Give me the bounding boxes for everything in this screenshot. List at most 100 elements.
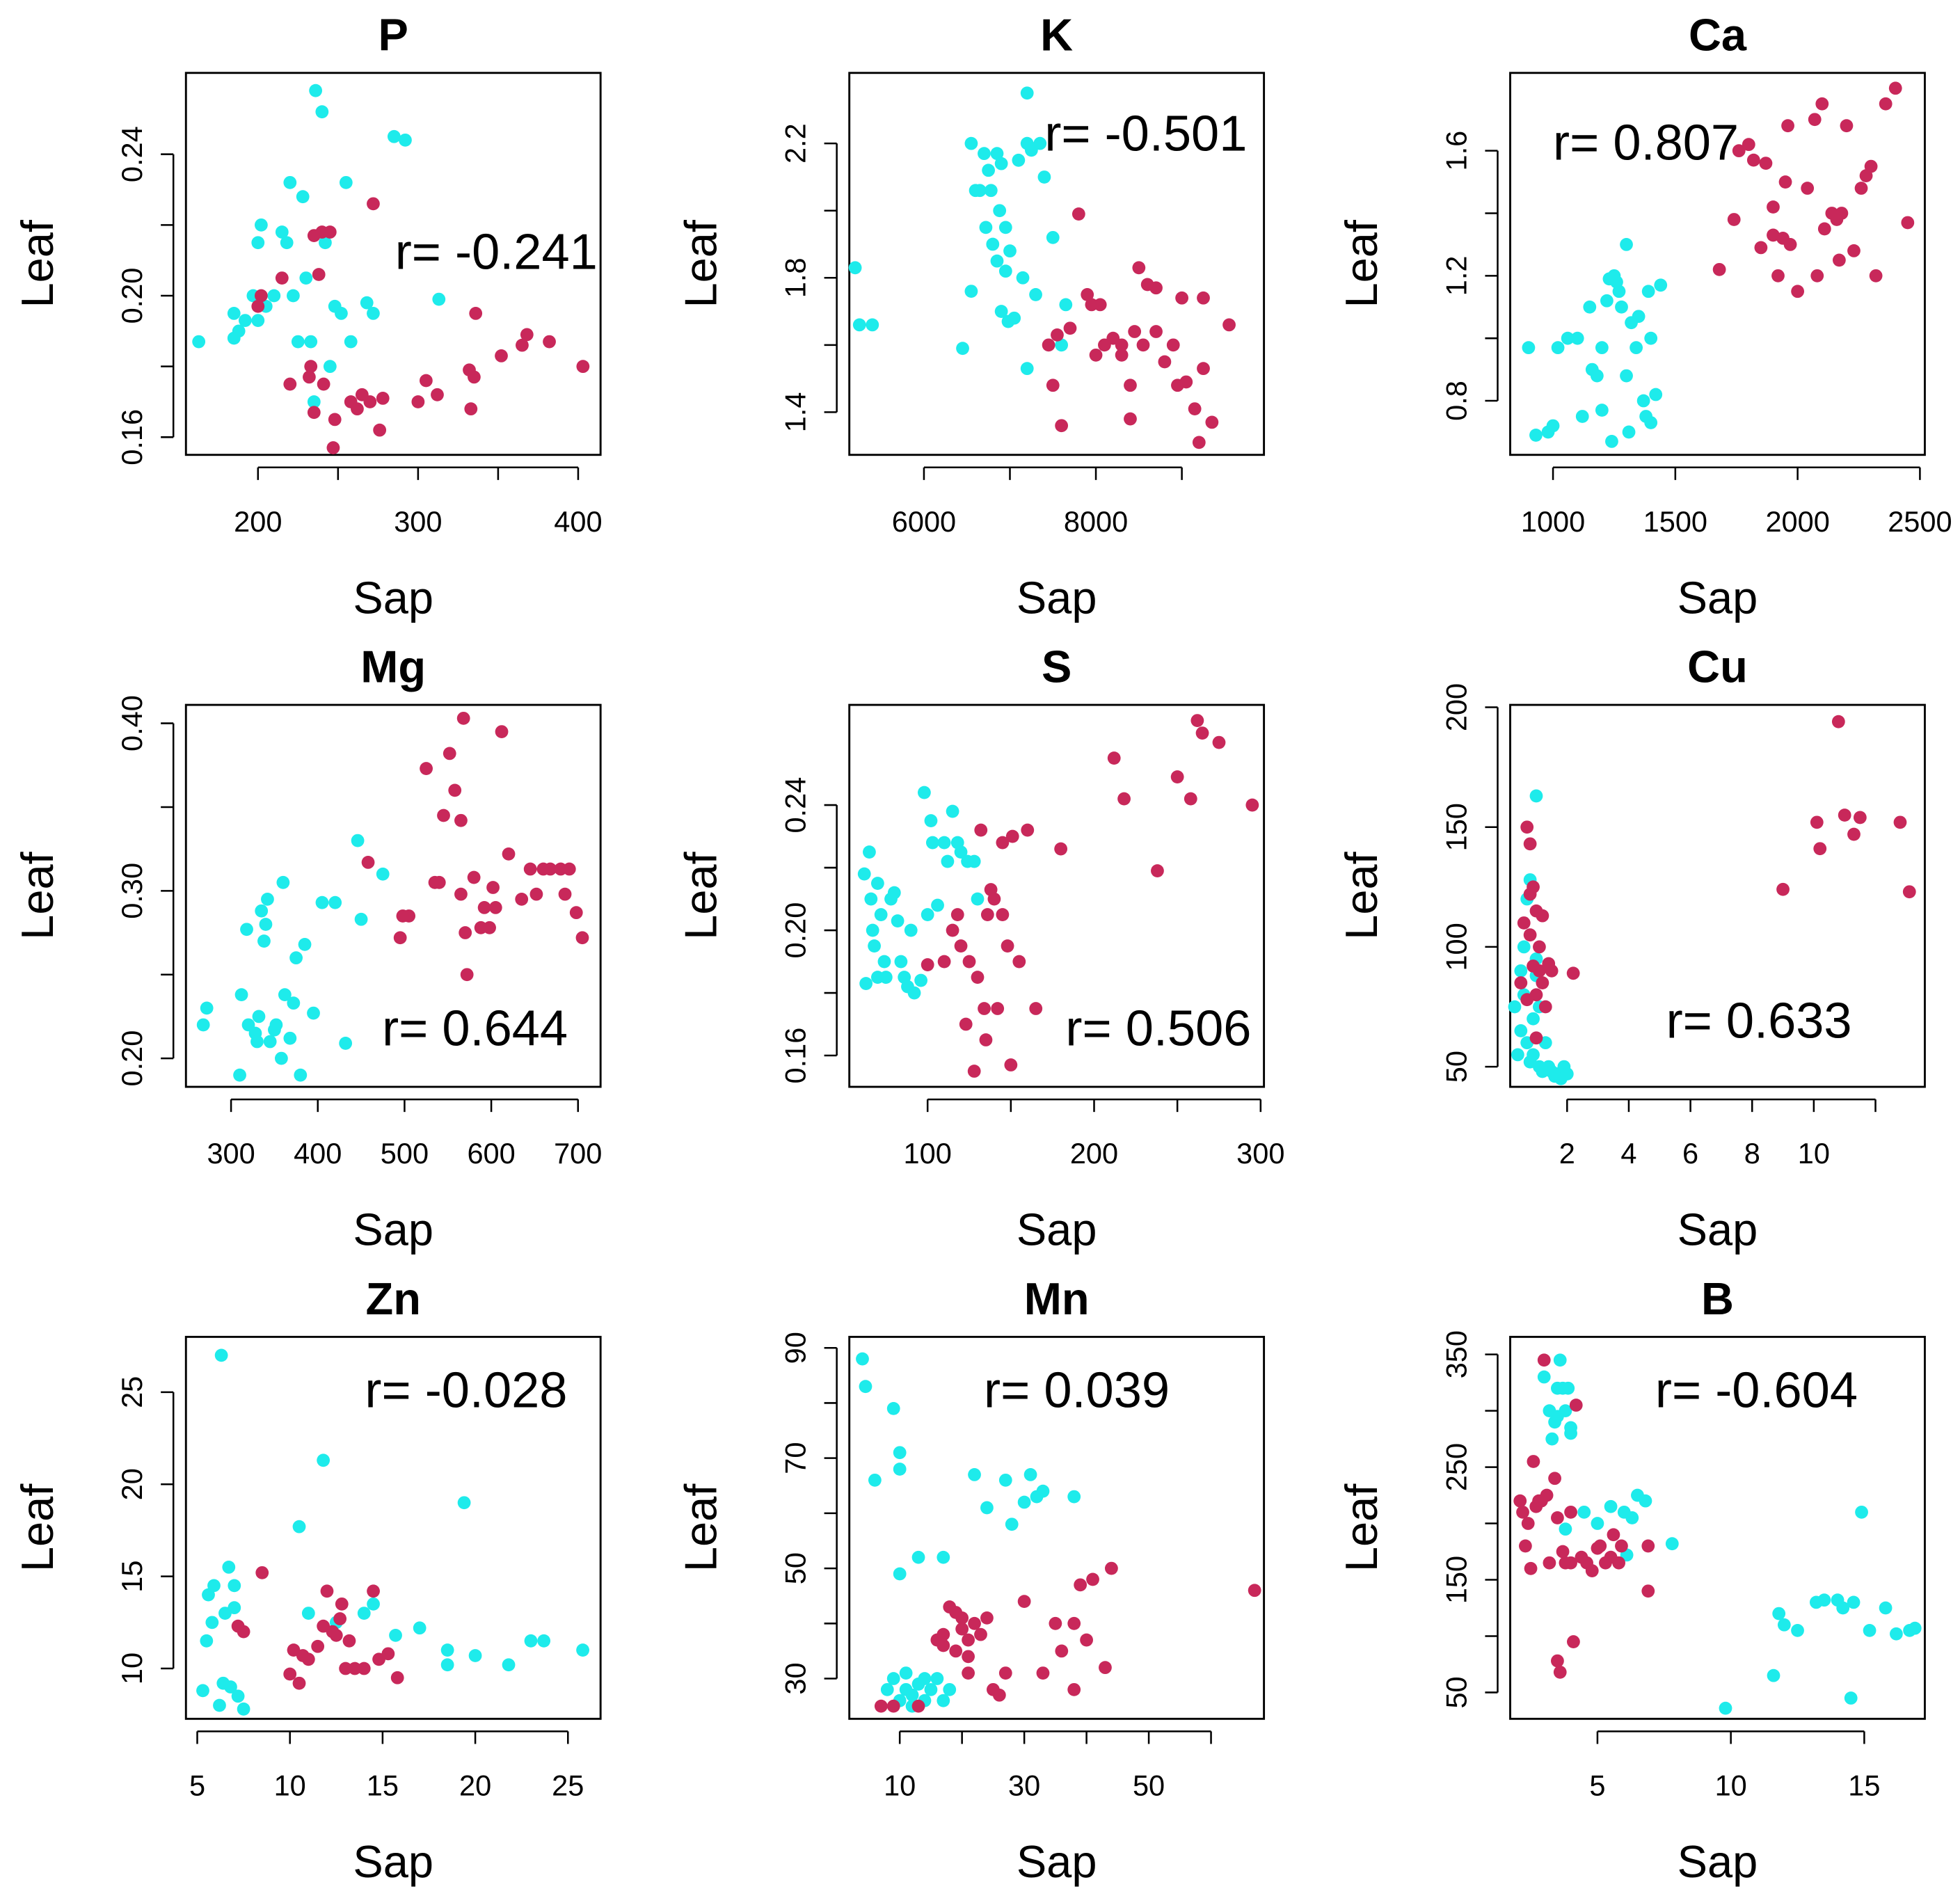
point-group-b (1810, 815, 1824, 829)
point-group-a (870, 971, 884, 984)
point-group-b (962, 955, 976, 969)
point-group-b (304, 360, 318, 374)
point-group-b (911, 1699, 925, 1713)
point-group-b (431, 388, 444, 401)
point-group-a (196, 1684, 209, 1698)
y-tick-label: 0.20 (115, 1030, 148, 1087)
point-group-b (1132, 261, 1146, 275)
point-group-a (971, 892, 985, 906)
point-group-b (1746, 153, 1760, 167)
point-group-b (1533, 964, 1546, 978)
plot-frame (184, 72, 602, 456)
point-group-b (1067, 1682, 1081, 1696)
point-group-b (348, 1662, 362, 1675)
correlation-annotation: r= -0.241 (395, 224, 598, 280)
point-group-b (464, 402, 478, 416)
point-group-b (1049, 1616, 1062, 1630)
point-group-b (1778, 175, 1792, 189)
panel-zn: Zn 5 10 15 20 25 10 15 20 25 Sap Leaf r= -0.028 (12, 1273, 602, 1887)
panel-title: P (379, 9, 408, 60)
panel-title: B (1701, 1273, 1734, 1324)
x-tick-label: 15 (1848, 1769, 1880, 1801)
point-group-b (454, 887, 468, 901)
correlation-annotation: r= 0.807 (1553, 115, 1739, 170)
point-group-a (1527, 1012, 1540, 1026)
point-group-b (320, 1584, 334, 1598)
point-group-b (1055, 419, 1069, 433)
point-group-a (887, 886, 901, 900)
point-group-a (307, 395, 321, 408)
point-group-a (304, 335, 318, 349)
x-tick-label: 700 (554, 1137, 602, 1170)
point-group-b (1901, 216, 1915, 230)
point-group-a (275, 225, 289, 239)
point-group-a (1847, 1595, 1861, 1609)
y-tick-label: 10 (115, 1652, 148, 1684)
point-group-b (1732, 144, 1746, 158)
point-group-a (1511, 1048, 1524, 1062)
point-group-b (987, 892, 1001, 906)
point-group-b (1815, 97, 1829, 111)
y-tick-label: 150 (1440, 1556, 1472, 1604)
point-group-b (1516, 1505, 1529, 1519)
point-group-a (259, 918, 273, 931)
x-axis-label: Sap (1017, 572, 1097, 623)
point-group-a (250, 1035, 264, 1049)
panel-title: Zn (365, 1273, 420, 1324)
point-group-a (299, 271, 313, 285)
point-group-a (354, 912, 368, 926)
point-group-a (937, 836, 951, 850)
y-axis-label: Leaf (675, 1483, 726, 1572)
point-group-a (899, 1666, 913, 1680)
point-group-a (328, 895, 342, 909)
point-group-a (1604, 1499, 1618, 1513)
point-group-a (863, 845, 876, 859)
point-group-a (1791, 1623, 1804, 1637)
point-group-b (488, 901, 502, 914)
point-group-b (477, 901, 491, 914)
point-group-a (848, 261, 862, 275)
point-group-a (993, 204, 1007, 218)
y-axis-label: Leaf (12, 851, 63, 939)
plot-frame (184, 703, 602, 1088)
x-tick-label: 20 (459, 1769, 491, 1801)
x-tick-label: 5 (189, 1769, 205, 1801)
point-group-a (1561, 1381, 1575, 1395)
point-group-b (483, 921, 496, 934)
point-group-b (1099, 1661, 1112, 1675)
point-group-a (376, 867, 390, 881)
x-axis-label: Sap (1017, 1836, 1097, 1887)
point-group-a (200, 1634, 214, 1648)
point-group-b (576, 360, 590, 374)
point-group-a (292, 1520, 306, 1533)
point-group-a (1527, 1048, 1540, 1062)
point-group-a (231, 1689, 245, 1703)
point-group-b (1612, 1556, 1625, 1570)
point-group-a (214, 1348, 228, 1362)
point-group-b (1808, 113, 1822, 127)
point-group-b (543, 862, 557, 876)
point-group-a (979, 221, 993, 234)
x-tick-label: 400 (554, 505, 602, 538)
point-group-b (1519, 1539, 1532, 1553)
point-group-a (261, 892, 274, 906)
x-tick-label: 200 (234, 505, 282, 538)
point-group-b (1149, 325, 1163, 338)
point-group-a (964, 136, 978, 150)
point-group-a (251, 314, 265, 327)
y-tick-label: 0.20 (115, 268, 148, 324)
point-group-b (1514, 976, 1528, 989)
point-group-a (1033, 136, 1047, 150)
point-group-b (1791, 285, 1805, 298)
point-group-b (1847, 244, 1861, 257)
point-group-b (1556, 1545, 1570, 1559)
point-group-b (402, 909, 416, 923)
point-group-a (1514, 964, 1528, 978)
point-group-b (1001, 939, 1014, 953)
panel-mg: Mg 300 400 500 600 700 0.20 0.30 0.40 Sap Leaf r= 0… (12, 642, 603, 1255)
point-group-a (918, 786, 931, 799)
point-group-a (213, 1698, 226, 1712)
point-group-b (874, 1699, 888, 1713)
point-group-a (866, 318, 879, 332)
point-group-b (979, 1033, 993, 1046)
